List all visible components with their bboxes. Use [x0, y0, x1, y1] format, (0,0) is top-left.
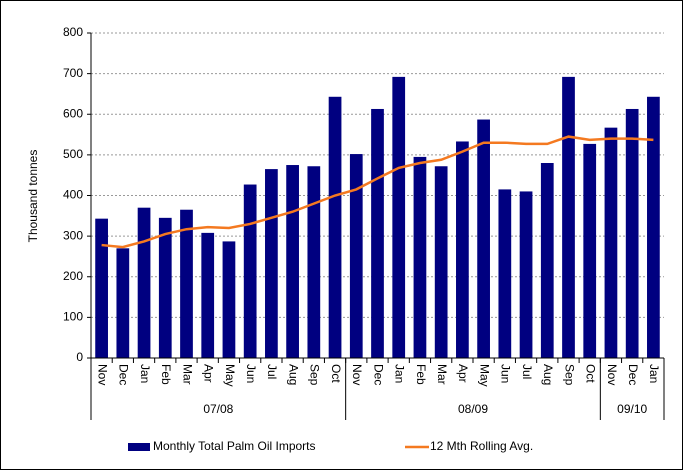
- group-label: 07/08: [203, 402, 233, 416]
- line: [101, 135, 654, 249]
- x-tick-label: Nov: [350, 364, 364, 385]
- x-tick-label: Dec: [371, 364, 385, 385]
- x-tick-label: May: [223, 364, 237, 387]
- bar: [286, 165, 299, 358]
- x-tick-label: Feb: [159, 364, 173, 385]
- bar: [392, 76, 406, 358]
- y-tick-label: 100: [63, 310, 83, 324]
- bar: [434, 166, 448, 358]
- group-label: 08/09: [458, 402, 488, 416]
- x-tick-label: Jul: [265, 364, 279, 379]
- bar: [562, 76, 575, 358]
- legend-label: 12 Mth Rolling Avg.: [430, 439, 533, 453]
- x-tick-label: Aug: [286, 364, 300, 385]
- bar: [349, 154, 363, 358]
- x-tick-label: Sep: [308, 364, 322, 386]
- bar: [477, 119, 490, 358]
- x-tick-label: Jun: [499, 364, 513, 383]
- x-tick-label: Jan: [138, 364, 152, 383]
- bar: [307, 166, 321, 358]
- bar: [137, 207, 151, 358]
- y-tick-label: 300: [63, 228, 83, 242]
- bar: [180, 209, 193, 358]
- y-tick-label: 500: [63, 147, 83, 161]
- x-tick-label: Mar: [180, 364, 194, 385]
- y-tick-label: 600: [63, 106, 83, 120]
- bar: [265, 169, 278, 358]
- bar: [540, 163, 554, 358]
- bar: [647, 96, 660, 358]
- x-tick-label: Nov: [605, 364, 619, 385]
- x-tick-label: Aug: [541, 364, 555, 385]
- bar: [222, 241, 236, 358]
- x-tick-label: Feb: [414, 364, 428, 385]
- bar: [116, 248, 130, 358]
- bar: [201, 232, 215, 358]
- legend-swatch: [128, 443, 150, 451]
- bar: [158, 217, 172, 358]
- x-tick-label: Apr: [456, 364, 470, 383]
- bar: [583, 143, 597, 358]
- y-tick-label: 0: [76, 350, 83, 364]
- bar: [519, 191, 533, 358]
- bar: [328, 96, 342, 358]
- y-tick-label: 800: [63, 25, 83, 39]
- bar: [625, 108, 639, 358]
- bar: [498, 189, 512, 358]
- x-tick-label: Sep: [562, 364, 576, 386]
- x-tick-label: Apr: [202, 364, 216, 383]
- x-tick-label: Oct: [329, 364, 343, 383]
- x-tick-label: Nov: [95, 364, 109, 385]
- y-tick-label: 700: [63, 66, 83, 80]
- bar: [95, 218, 108, 358]
- bar: [456, 141, 469, 358]
- group-label: 09/10: [617, 402, 647, 416]
- x-tick-label: May: [477, 364, 491, 387]
- y-tick-label: 200: [63, 269, 83, 283]
- x-tick-label: Jun: [244, 364, 258, 383]
- y-tick-label: 400: [63, 188, 83, 202]
- x-tick-label: Jan: [647, 364, 661, 383]
- bar: [604, 127, 618, 358]
- y-axis-label: Thousand tonnes: [26, 150, 40, 243]
- x-tick-label: Dec: [626, 364, 640, 385]
- x-tick-label: Jul: [520, 364, 534, 379]
- x-tick-label: Oct: [584, 364, 598, 383]
- bar: [413, 156, 427, 358]
- bar: [243, 184, 257, 358]
- legend-label: Monthly Total Palm Oil Imports: [153, 439, 316, 453]
- bar: [371, 108, 384, 358]
- x-tick-label: Mar: [435, 364, 449, 385]
- x-tick-label: Dec: [117, 364, 131, 385]
- x-tick-label: Jan: [393, 364, 407, 383]
